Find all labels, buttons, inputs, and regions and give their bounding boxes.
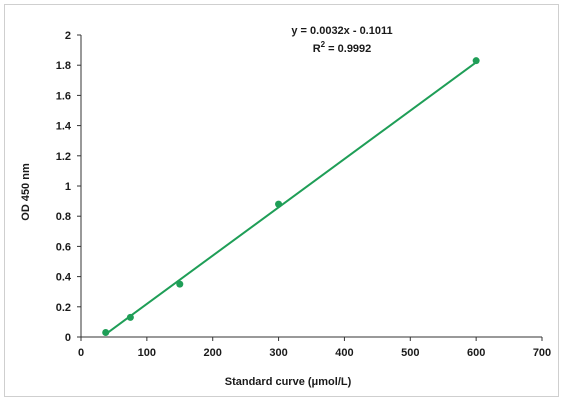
x-tick-label: 600 [467,347,485,359]
x-tick-label: 300 [269,347,287,359]
x-axis-title: Standard curve (μmol/L) [225,376,352,388]
y-tick-label: 2 [65,30,71,42]
y-tick-label: 1.2 [56,151,71,163]
regression-equation: y = 0.0032x - 0.1011 [291,25,392,37]
data-point [176,280,184,288]
x-tick-label: 100 [138,347,156,359]
y-tick-label: 0.2 [56,302,71,314]
data-point [472,57,480,65]
x-tick-label: 700 [533,347,551,359]
data-points [102,57,480,336]
x-tick-label: 400 [335,347,353,359]
y-tick-label: 1 [65,181,71,193]
x-axis-ticks: 0 100 200 300 400 500 600 700 [78,337,551,359]
trendline-group [105,61,477,335]
r-squared-superscript: 2 [321,40,326,49]
x-tick-label: 500 [401,347,419,359]
r-squared-label: R2 = 0.9992 [313,40,372,55]
data-point [275,200,283,208]
r-squared-r: R [313,43,321,55]
x-tick-label: 0 [78,347,84,359]
y-tick-label: 0.6 [56,241,71,253]
y-tick-label: 1.8 [56,60,71,72]
y-tick-label: 0.8 [56,211,71,223]
scatter-chart: 0 100 200 300 400 500 600 700 0 0.2 0.4 0.6 0.8 1 1.2… [20,25,551,388]
y-tick-label: 1.6 [56,90,71,102]
data-point [126,313,134,321]
chart-frame: 0 100 200 300 400 500 600 700 0 0.2 0.4 0.6 0.8 1 1.2… [4,4,559,397]
y-tick-label: 0 [65,332,71,344]
y-tick-label: 1.4 [56,121,72,133]
trendline [105,61,477,335]
y-axis-ticks: 0 0.2 0.4 0.6 0.8 1 1.2 1.4 1.6 1.8 2 [56,30,81,344]
y-axis-title: OD 450 nm [20,163,32,221]
r-squared-value: = 0.9992 [325,43,371,55]
data-point [102,328,110,336]
x-tick-label: 200 [204,347,222,359]
y-tick-label: 0.4 [56,272,72,284]
